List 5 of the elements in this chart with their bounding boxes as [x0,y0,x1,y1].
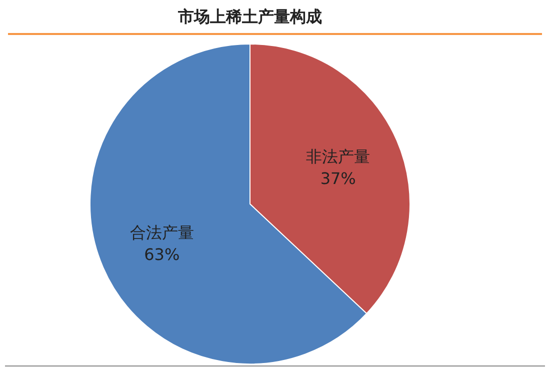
data-label: 37% [320,168,356,188]
data-label: 63% [144,245,180,264]
chart-title: 市场上稀土产量构成 [177,7,322,26]
slice-label: 合法产量 [130,223,194,242]
slice-label: 非法产量 [306,146,370,166]
